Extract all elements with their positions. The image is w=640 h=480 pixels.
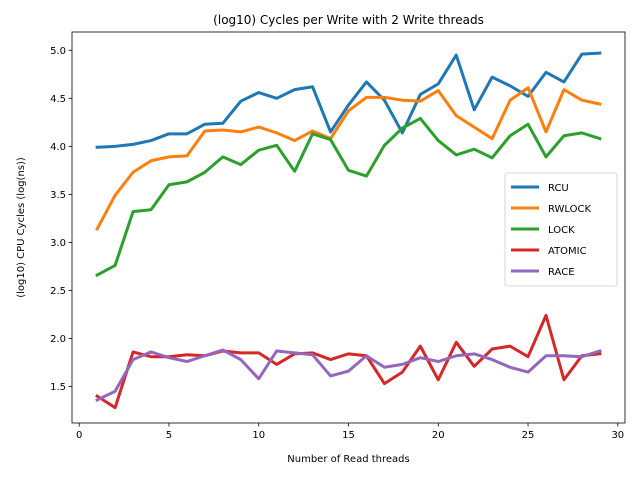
x-tick-label: 0: [76, 430, 82, 441]
x-tick-label: 15: [342, 430, 355, 441]
legend-label-race: RACE: [548, 267, 575, 278]
legend-label-rcu: RCU: [548, 183, 569, 194]
legend-box: [504, 172, 618, 287]
series-line-lock: [95, 116, 602, 278]
x-tick-label: 25: [522, 430, 535, 441]
chart-title: (log10) Cycles per Write with 2 Write th…: [213, 13, 484, 27]
legend: RCU RWLOCK LOCK ATOMIC RACE: [504, 172, 618, 287]
series-line-rwlock: [95, 86, 602, 231]
x-axis-label: Number of Read threads: [287, 454, 409, 465]
legend-label-lock: LOCK: [548, 225, 575, 236]
series-line-rcu: [95, 51, 602, 149]
y-tick-label: 4.5: [50, 94, 66, 105]
y-tick-label: 3.0: [50, 238, 66, 249]
y-tick-label: 2.0: [50, 334, 66, 345]
legend-label-rwlock: RWLOCK: [548, 204, 591, 215]
x-tick-label: 30: [611, 430, 624, 441]
legend-label-atomic: ATOMIC: [548, 246, 587, 257]
series-line-race: [95, 348, 602, 402]
y-axis-label: (log10) CPU Cycles (log(ns)): [16, 157, 27, 298]
x-tick-label: 10: [252, 430, 265, 441]
y-tick-label: 1.5: [50, 382, 66, 393]
y-tick-label: 2.5: [50, 286, 66, 297]
x-tick-label: 5: [166, 430, 172, 441]
y-axis-ticks: 1.5 2.0 2.5 3.0 3.5 4.0 4.5 5.0: [50, 46, 72, 393]
plot-area: [95, 51, 602, 410]
x-tick-label: 20: [432, 430, 445, 441]
y-tick-label: 4.0: [50, 142, 66, 153]
y-tick-label: 3.5: [50, 190, 66, 201]
y-tick-label: 5.0: [50, 46, 66, 57]
x-axis-ticks: 0 5 10 15 20 25 30: [76, 423, 624, 441]
series-line-atomic: [95, 313, 602, 410]
